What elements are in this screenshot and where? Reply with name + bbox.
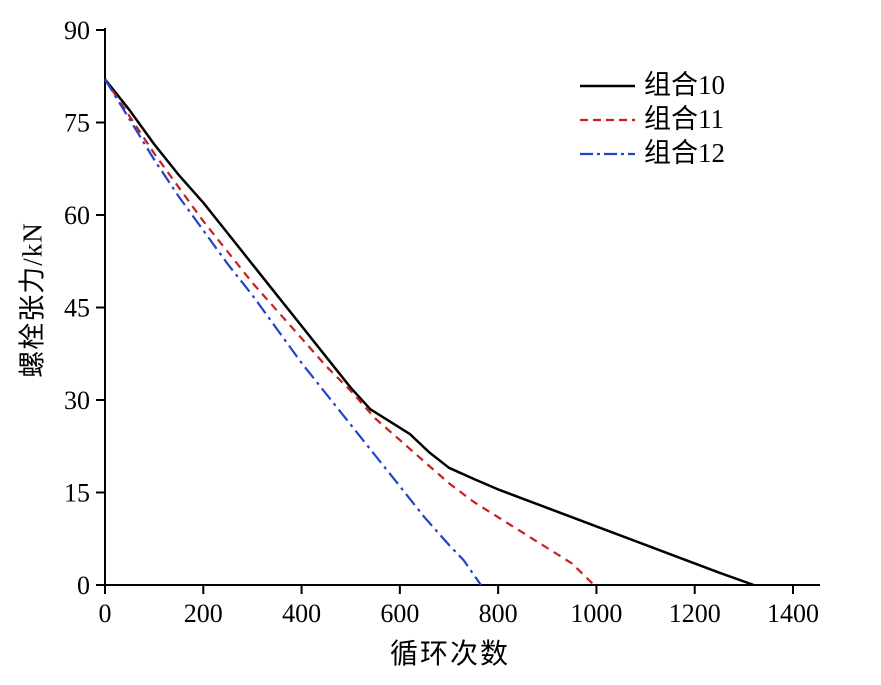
legend-item: 组合12 <box>580 138 725 169</box>
x-tick-label: 1000 <box>570 599 622 628</box>
legend-line-sample-solid <box>580 84 635 87</box>
y-tick-label: 0 <box>77 571 90 600</box>
legend: 组合10 组合11 组合12 <box>580 70 725 169</box>
legend-label: 组合12 <box>644 138 725 168</box>
legend-line-sample-dashdot <box>580 152 635 155</box>
legend-label: 组合11 <box>644 104 724 134</box>
x-axis-label: 循环次数 <box>389 639 511 670</box>
y-tick-label: 15 <box>64 479 90 508</box>
y-tick-label: 30 <box>64 386 90 415</box>
y-tick-label: 60 <box>64 201 90 230</box>
x-tick-label: 400 <box>282 599 321 628</box>
x-tick-label: 200 <box>184 599 223 628</box>
series-line-solid <box>104 78 755 587</box>
y-tick-label: 75 <box>64 109 90 138</box>
legend-line-sample-dashed <box>580 118 635 121</box>
series-line-dashdot <box>104 78 482 586</box>
series-line-dashed <box>104 78 595 586</box>
y-axis-label: 螺栓张力/kN <box>17 222 48 378</box>
x-tick-label: 1400 <box>767 599 819 628</box>
x-tick-label: 800 <box>479 599 518 628</box>
x-tick-label: 600 <box>380 599 419 628</box>
legend-item: 组合11 <box>580 104 725 135</box>
x-tick-label: 0 <box>99 599 112 628</box>
x-tick-label: 1200 <box>669 599 721 628</box>
y-tick-label: 45 <box>64 294 90 323</box>
y-tick-label: 90 <box>64 16 90 45</box>
legend-item: 组合10 <box>580 70 725 101</box>
legend-label: 组合10 <box>644 70 725 100</box>
